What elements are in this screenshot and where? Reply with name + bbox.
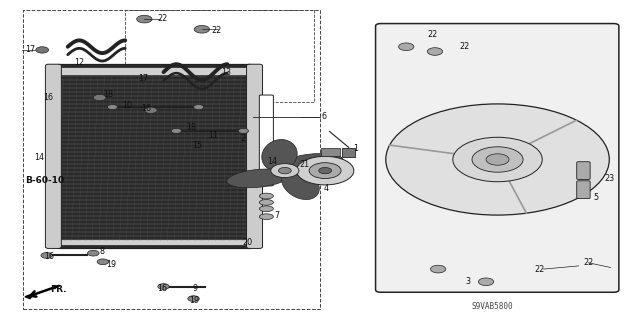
Circle shape <box>137 15 152 23</box>
Text: 14: 14 <box>34 153 44 162</box>
Circle shape <box>278 167 291 174</box>
Text: 15: 15 <box>192 141 202 150</box>
Bar <box>125 10 314 102</box>
Text: 5: 5 <box>593 193 598 202</box>
FancyBboxPatch shape <box>259 95 273 186</box>
FancyBboxPatch shape <box>376 24 619 292</box>
Text: 16: 16 <box>44 252 54 261</box>
Text: 22: 22 <box>534 264 544 274</box>
Text: 18: 18 <box>103 90 113 99</box>
Ellipse shape <box>262 139 297 171</box>
Circle shape <box>296 156 354 185</box>
Text: 18: 18 <box>186 123 196 132</box>
Text: 19: 19 <box>106 260 116 269</box>
Circle shape <box>41 253 52 258</box>
Text: B-60-10: B-60-10 <box>25 176 64 185</box>
Circle shape <box>36 47 49 53</box>
Text: 22: 22 <box>211 26 221 35</box>
Text: 16: 16 <box>141 104 151 113</box>
Text: 7: 7 <box>274 211 279 219</box>
Ellipse shape <box>227 169 289 188</box>
Text: 22: 22 <box>157 14 168 23</box>
Polygon shape <box>25 293 34 299</box>
Circle shape <box>478 278 493 286</box>
Text: 19: 19 <box>189 296 199 305</box>
Text: 3: 3 <box>466 277 470 286</box>
Text: 22: 22 <box>583 258 593 267</box>
Text: 22: 22 <box>460 42 470 51</box>
Circle shape <box>319 167 332 174</box>
FancyBboxPatch shape <box>577 181 590 198</box>
Text: 1: 1 <box>353 144 358 153</box>
Ellipse shape <box>259 214 273 219</box>
Bar <box>321 148 340 156</box>
Text: 14: 14 <box>268 157 278 166</box>
Ellipse shape <box>259 193 273 199</box>
Bar <box>58 67 250 75</box>
Circle shape <box>88 250 99 256</box>
Bar <box>58 239 250 245</box>
Text: 8: 8 <box>100 247 105 256</box>
Text: S9VAB5800: S9VAB5800 <box>472 302 513 311</box>
Text: 4: 4 <box>323 184 328 193</box>
Text: 10: 10 <box>122 101 132 110</box>
FancyBboxPatch shape <box>45 64 61 249</box>
Circle shape <box>431 265 446 273</box>
Text: 21: 21 <box>300 160 310 169</box>
Circle shape <box>97 259 109 265</box>
Ellipse shape <box>281 153 343 172</box>
Text: 22: 22 <box>428 30 438 39</box>
FancyBboxPatch shape <box>577 162 590 180</box>
Circle shape <box>145 107 157 114</box>
Circle shape <box>271 164 299 178</box>
Bar <box>58 64 250 249</box>
Text: 16: 16 <box>157 284 167 293</box>
Circle shape <box>238 128 248 133</box>
Circle shape <box>158 284 170 289</box>
Circle shape <box>453 137 542 182</box>
FancyBboxPatch shape <box>246 64 262 249</box>
Circle shape <box>188 296 199 301</box>
Text: 17: 17 <box>138 74 148 83</box>
Circle shape <box>172 128 181 133</box>
Text: 23: 23 <box>604 174 614 183</box>
Bar <box>342 148 355 157</box>
Text: 12: 12 <box>74 58 84 67</box>
Text: 13: 13 <box>221 68 231 77</box>
Circle shape <box>472 147 523 172</box>
Text: 20: 20 <box>242 238 252 247</box>
Circle shape <box>108 105 118 110</box>
Circle shape <box>386 104 609 215</box>
Circle shape <box>486 154 509 165</box>
Text: 6: 6 <box>321 112 326 121</box>
Text: 2: 2 <box>240 134 245 143</box>
Circle shape <box>193 105 204 110</box>
Circle shape <box>309 163 341 179</box>
Circle shape <box>194 26 209 33</box>
Ellipse shape <box>259 199 273 205</box>
Text: FR.: FR. <box>51 285 67 294</box>
Text: 17: 17 <box>25 45 35 55</box>
Circle shape <box>399 43 414 50</box>
Text: 11: 11 <box>208 131 218 140</box>
Ellipse shape <box>282 168 319 199</box>
Circle shape <box>93 94 106 101</box>
Text: 9: 9 <box>192 284 197 293</box>
Circle shape <box>428 48 443 55</box>
Text: 16: 16 <box>44 93 54 102</box>
Bar <box>23 10 320 309</box>
Ellipse shape <box>259 206 273 211</box>
